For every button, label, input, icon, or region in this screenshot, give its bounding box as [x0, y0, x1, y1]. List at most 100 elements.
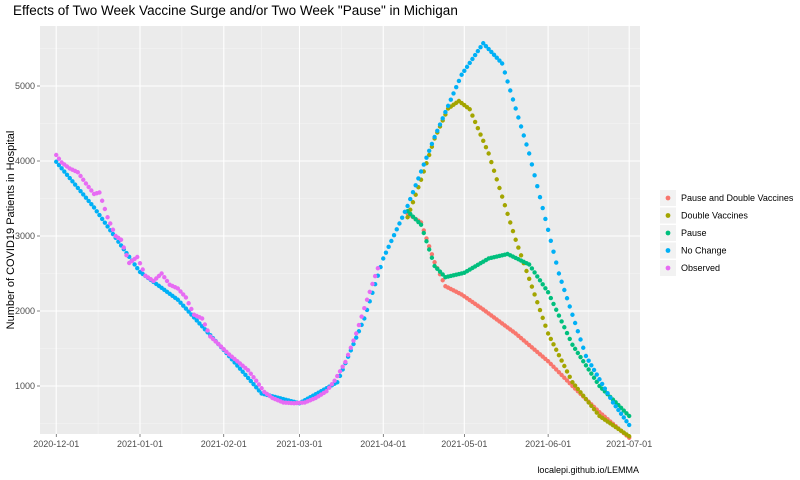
data-point	[535, 300, 540, 305]
data-point	[370, 281, 375, 287]
data-point	[540, 282, 545, 287]
data-point	[381, 256, 386, 261]
legend-key	[665, 213, 671, 218]
data-point	[432, 134, 437, 140]
data-point	[237, 366, 243, 371]
data-point	[251, 381, 256, 387]
data-point	[489, 159, 494, 165]
data-point	[437, 122, 443, 127]
data-point	[354, 331, 359, 336]
data-point	[616, 407, 621, 413]
data-point	[551, 364, 556, 369]
data-point	[399, 215, 405, 220]
data-point	[91, 205, 97, 210]
data-point	[178, 289, 183, 294]
data-point	[105, 224, 110, 229]
data-point	[78, 173, 83, 179]
data-point	[472, 52, 478, 58]
data-point	[254, 378, 259, 383]
data-point	[454, 85, 459, 90]
data-point	[564, 330, 570, 336]
data-point	[72, 182, 78, 187]
data-point	[551, 301, 556, 307]
data-point	[397, 221, 402, 226]
data-point	[594, 379, 599, 385]
data-point	[564, 296, 570, 301]
data-point	[451, 91, 456, 96]
data-point	[559, 279, 564, 284]
data-point	[435, 128, 440, 133]
data-point	[432, 260, 437, 265]
data-point	[505, 79, 510, 84]
data-point	[243, 372, 248, 378]
data-point	[626, 422, 632, 428]
legend-label: Pause	[681, 228, 707, 238]
chart-title: Effects of Two Week Vaccine Surge and/or…	[13, 3, 458, 18]
data-point	[470, 56, 475, 62]
data-point	[402, 209, 408, 215]
data-point	[443, 109, 448, 115]
y-tick-label: 5000	[15, 81, 35, 91]
data-point	[124, 253, 129, 258]
data-point	[137, 261, 143, 266]
data-point	[481, 138, 486, 144]
x-tick-label: 2021-07-01	[606, 439, 652, 449]
data-point	[86, 198, 91, 204]
data-point	[575, 386, 581, 392]
data-point	[59, 166, 64, 171]
data-point	[597, 377, 602, 382]
x-tick-label: 2021-06-01	[525, 439, 571, 449]
data-point	[202, 322, 208, 327]
data-point	[467, 107, 472, 112]
data-point	[537, 278, 543, 283]
data-point	[408, 196, 413, 202]
data-point	[494, 177, 499, 182]
data-point	[626, 434, 632, 439]
data-point	[540, 315, 545, 321]
data-point	[99, 198, 105, 203]
data-point	[559, 358, 564, 363]
data-point	[545, 290, 551, 295]
data-point	[508, 220, 513, 225]
legend-label: Pause and Double Vaccines	[681, 193, 794, 203]
data-point	[54, 159, 59, 164]
data-point	[499, 194, 505, 199]
data-point	[562, 375, 567, 380]
data-point	[589, 403, 594, 409]
data-point	[256, 382, 262, 387]
data-point	[483, 144, 489, 150]
data-point	[589, 363, 594, 368]
data-point	[440, 116, 445, 121]
data-point	[183, 306, 189, 311]
data-point	[364, 297, 370, 302]
data-point	[545, 331, 551, 336]
data-point	[86, 184, 91, 190]
data-point	[181, 303, 186, 308]
data-point	[583, 363, 589, 368]
data-point	[391, 232, 397, 238]
data-point	[567, 336, 572, 342]
series-pause	[405, 209, 632, 419]
data-point	[424, 155, 429, 160]
data-point	[89, 188, 94, 193]
data-point	[459, 72, 464, 77]
data-point	[162, 275, 167, 280]
data-point	[467, 60, 472, 66]
data-point	[518, 253, 524, 258]
legend: Pause and Double Vaccines Double Vaccines…	[656, 187, 794, 285]
data-point	[559, 372, 564, 378]
data-point	[351, 341, 356, 347]
data-point	[524, 268, 529, 274]
data-point	[543, 286, 548, 291]
data-point	[97, 190, 102, 195]
data-point	[405, 203, 410, 209]
data-point	[245, 368, 251, 373]
data-point	[483, 43, 489, 49]
data-point	[429, 252, 435, 257]
data-point	[464, 64, 470, 70]
data-point	[218, 344, 224, 349]
data-point	[340, 364, 345, 369]
data-point	[175, 286, 181, 291]
chart-caption: localepi.github.io/LEMMA	[537, 465, 639, 475]
data-point	[621, 408, 626, 413]
